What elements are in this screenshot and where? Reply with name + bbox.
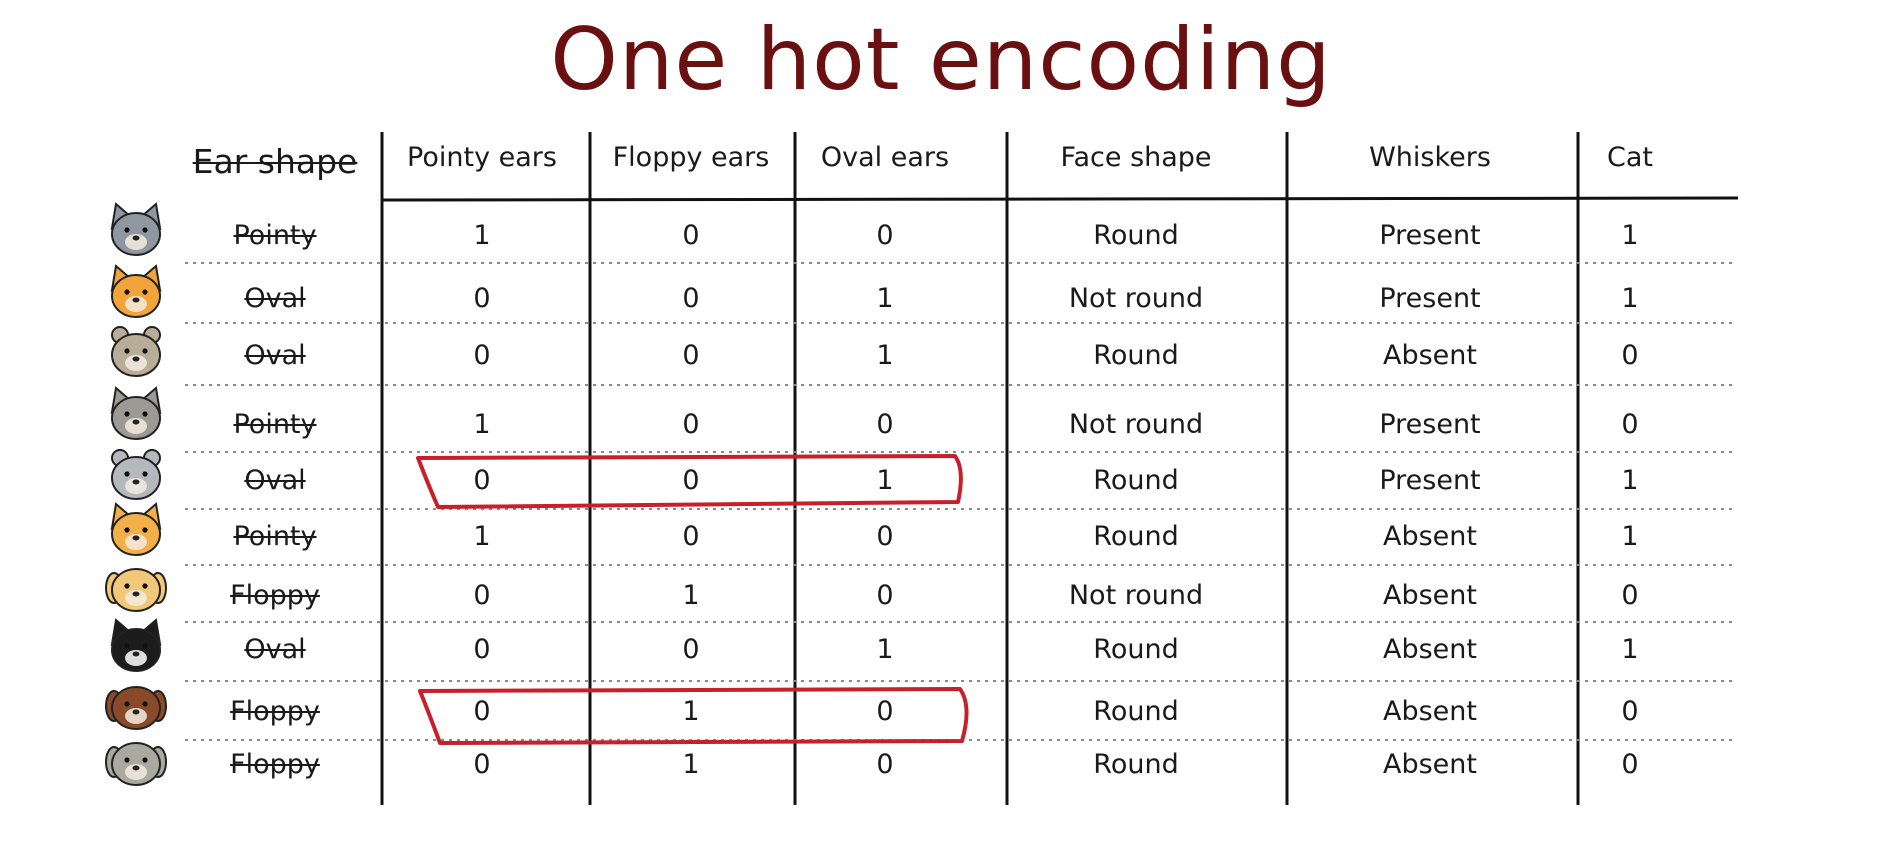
cell-pointy: 0 bbox=[473, 580, 491, 611]
cell-oval: 0 bbox=[876, 521, 894, 552]
cell-floppy: 0 bbox=[682, 340, 700, 371]
cell-oval: 0 bbox=[876, 220, 894, 251]
cell-cat: 1 bbox=[1621, 220, 1639, 251]
cell-cat: 1 bbox=[1621, 521, 1639, 552]
cell-ear-shape: Pointy bbox=[233, 521, 317, 552]
cell-pointy: 0 bbox=[473, 283, 491, 314]
silver-cat-icon bbox=[111, 449, 161, 500]
cell-floppy: 0 bbox=[682, 634, 700, 665]
highlight-box bbox=[416, 454, 963, 509]
gray-cat-icon bbox=[110, 202, 162, 256]
cell-ear-shape: Floppy bbox=[230, 580, 320, 611]
header-face-shape: Face shape bbox=[1060, 142, 1212, 173]
cell-whiskers: Absent bbox=[1383, 580, 1477, 611]
cell-whiskers: Present bbox=[1379, 465, 1481, 496]
yellow-dog-icon bbox=[105, 568, 167, 612]
cell-floppy: 0 bbox=[682, 283, 700, 314]
cell-floppy: 0 bbox=[682, 465, 700, 496]
cell-face: Round bbox=[1093, 521, 1179, 552]
cell-oval: 0 bbox=[876, 749, 894, 780]
header-floppy-ears: Floppy ears bbox=[612, 142, 770, 173]
cell-floppy: 1 bbox=[682, 696, 700, 727]
orange-cat-icon bbox=[110, 264, 162, 318]
header-pointy-ears: Pointy ears bbox=[407, 142, 557, 173]
ginger-cat-icon bbox=[110, 502, 162, 556]
cell-face: Round bbox=[1093, 634, 1179, 665]
cell-floppy: 1 bbox=[682, 580, 700, 611]
tuxedo-cat-icon bbox=[110, 618, 162, 672]
cell-pointy: 1 bbox=[473, 220, 491, 251]
cell-face: Round bbox=[1093, 696, 1179, 727]
cell-whiskers: Present bbox=[1379, 409, 1481, 440]
highlight-box bbox=[418, 687, 969, 745]
cell-ear-shape: Floppy bbox=[230, 749, 320, 780]
cell-whiskers: Present bbox=[1379, 283, 1481, 314]
cell-floppy: 0 bbox=[682, 409, 700, 440]
cell-whiskers: Absent bbox=[1383, 340, 1477, 371]
cell-ear-shape: Oval bbox=[244, 340, 306, 371]
cell-oval: 0 bbox=[876, 409, 894, 440]
tan-dog-icon bbox=[111, 326, 161, 377]
cell-face: Not round bbox=[1068, 580, 1204, 611]
pug-dog-icon bbox=[105, 742, 167, 786]
cell-oval: 0 bbox=[876, 696, 894, 727]
cell-face: Round bbox=[1093, 749, 1179, 780]
cell-pointy: 0 bbox=[473, 749, 491, 780]
cell-cat: 1 bbox=[1621, 465, 1639, 496]
cell-cat: 0 bbox=[1621, 409, 1639, 440]
cell-floppy: 0 bbox=[682, 220, 700, 251]
cell-whiskers: Present bbox=[1379, 220, 1481, 251]
cell-floppy: 0 bbox=[682, 521, 700, 552]
cell-ear-shape: Floppy bbox=[230, 696, 320, 727]
cell-pointy: 0 bbox=[473, 634, 491, 665]
header-rule bbox=[382, 196, 1739, 202]
cell-whiskers: Absent bbox=[1383, 696, 1477, 727]
brown-dog-icon bbox=[105, 686, 167, 730]
header-whiskers: Whiskers bbox=[1369, 142, 1491, 173]
cell-oval: 1 bbox=[876, 634, 894, 665]
cell-ear-shape: Oval bbox=[244, 465, 306, 496]
cell-whiskers: Absent bbox=[1383, 521, 1477, 552]
cell-oval: 1 bbox=[876, 340, 894, 371]
cell-ear-shape: Pointy bbox=[233, 409, 317, 440]
cell-oval: 1 bbox=[876, 283, 894, 314]
header-cat: Cat bbox=[1607, 142, 1653, 173]
cell-face: Not round bbox=[1068, 409, 1204, 440]
cell-cat: 0 bbox=[1621, 580, 1639, 611]
cell-face: Round bbox=[1093, 220, 1179, 251]
cell-cat: 0 bbox=[1621, 340, 1639, 371]
header-ear-shape: Ear shape bbox=[192, 142, 358, 181]
cell-cat: 1 bbox=[1621, 283, 1639, 314]
cell-whiskers: Absent bbox=[1383, 749, 1477, 780]
cell-ear-shape: Oval bbox=[244, 634, 306, 665]
cell-oval: 1 bbox=[876, 465, 894, 496]
cell-face: Round bbox=[1093, 465, 1179, 496]
cell-ear-shape: Pointy bbox=[233, 220, 317, 251]
cell-whiskers: Absent bbox=[1383, 634, 1477, 665]
cell-floppy: 1 bbox=[682, 749, 700, 780]
cell-cat: 0 bbox=[1621, 749, 1639, 780]
gray-dog-icon bbox=[110, 386, 162, 440]
cell-cat: 1 bbox=[1621, 634, 1639, 665]
cell-face: Round bbox=[1093, 340, 1179, 371]
cell-pointy: 1 bbox=[473, 409, 491, 440]
slide-title: One hot encoding bbox=[550, 10, 1332, 110]
cell-ear-shape: Oval bbox=[244, 283, 306, 314]
cell-oval: 0 bbox=[876, 580, 894, 611]
cell-pointy: 0 bbox=[473, 340, 491, 371]
cell-pointy: 0 bbox=[473, 696, 491, 727]
cell-cat: 0 bbox=[1621, 696, 1639, 727]
cell-pointy: 1 bbox=[473, 521, 491, 552]
header-oval-ears: Oval ears bbox=[820, 142, 950, 173]
cell-pointy: 0 bbox=[473, 465, 491, 496]
cell-face: Not round bbox=[1068, 283, 1204, 314]
